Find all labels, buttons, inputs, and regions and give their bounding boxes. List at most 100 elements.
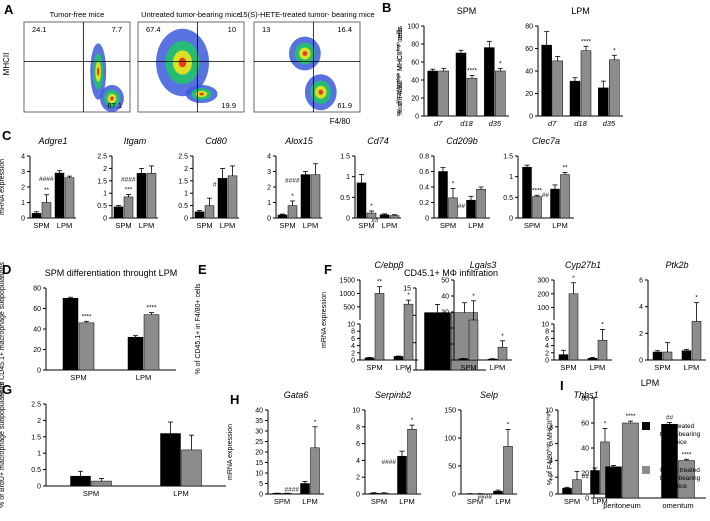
y-tick-label: 2.5 <box>178 154 188 161</box>
chart-title: Lgals3 <box>470 260 497 270</box>
chart-H4: 0 2 4 6 8 10 SPM LPM * ## Thbs1 <box>545 390 614 506</box>
y-tick-label: 0 <box>639 358 643 365</box>
bar <box>181 449 202 487</box>
y-tick-label: 2 <box>21 185 25 192</box>
chart-G: 0 0.5 1 1.5 2 2.5 SPM LPM % of BrdU+ macrophage … <box>0 382 226 508</box>
significance-mark: * <box>370 203 373 210</box>
bar <box>310 174 321 219</box>
significance-mark: * <box>601 321 604 328</box>
quadrant-value: 19.9 <box>221 101 236 110</box>
y-tick-label: 0 <box>452 492 456 499</box>
label-part: cells <box>397 25 404 40</box>
bar <box>379 492 389 495</box>
significance-mark: * <box>507 422 510 429</box>
bar <box>300 174 311 219</box>
y-tick-label: 0 <box>445 358 449 365</box>
bar <box>532 196 542 219</box>
significance-mark: * <box>452 181 455 188</box>
y-tick-label: 0.2 <box>419 200 429 207</box>
significance-mark: **** <box>532 187 543 194</box>
y-tick-label: 80 <box>33 286 41 293</box>
chart-title: Cd74 <box>367 136 389 146</box>
y-tick-label: 0 <box>509 216 513 223</box>
y-tick-label: 30 <box>255 429 263 436</box>
bar <box>587 357 598 361</box>
bar <box>493 490 503 495</box>
bar <box>487 358 498 361</box>
chart-title: Cd209b <box>446 136 478 146</box>
flow-x-label: F4/80 <box>330 117 351 126</box>
y-tick-label: 1.5 <box>97 178 107 185</box>
significance-mark: ** <box>44 187 50 194</box>
bar <box>598 87 609 117</box>
significance-mark: * <box>411 417 414 424</box>
bar <box>568 293 579 361</box>
panel-letter: E <box>198 262 207 277</box>
label-part: % of F4/80 <box>397 80 404 114</box>
y-tick-label: 0 <box>549 492 553 499</box>
y-tick-label: 6 <box>351 336 355 343</box>
x-tick-label: LPM <box>552 221 567 230</box>
label-part: high <box>546 411 552 421</box>
chart-H1: 0 5 10 15 20 25 30 35 40 SPM LPM * #### Gata6 mRNA exp… <box>227 390 324 506</box>
bar <box>560 174 570 219</box>
x-tick-label: SPM <box>524 221 540 230</box>
y-tick-label: 60 <box>525 46 533 53</box>
y-tick-label: 4 <box>545 343 549 350</box>
y-tick-label: 10 <box>545 408 553 415</box>
bar <box>143 314 160 371</box>
y-tick-label: 0.5 <box>340 195 350 202</box>
y-tick-label: 25 <box>255 439 263 446</box>
y-tick-label: 0.5 <box>31 467 41 474</box>
y-tick-label: 100 <box>407 24 419 31</box>
y-tick-label: 10 <box>352 408 360 415</box>
bar <box>468 319 479 361</box>
y-tick-label: 0.8 <box>419 154 429 161</box>
bar <box>287 205 298 219</box>
chart-title: SPM <box>457 6 477 16</box>
significance-mark: **** <box>625 413 636 420</box>
bar <box>54 172 65 219</box>
y-tick-label: 20 <box>255 450 263 457</box>
y-tick-label: 40 <box>411 78 419 85</box>
y-tick-label: 2 <box>356 475 360 482</box>
label-part: mRNA expression <box>0 159 6 215</box>
panel-letter: D <box>2 262 11 277</box>
x-tick-label: peritoneum <box>603 501 641 510</box>
y-tick-label: 50 <box>448 464 456 471</box>
y-tick-label: 15 <box>255 460 263 467</box>
y-tick-label: 0 <box>351 358 355 365</box>
y-tick-label: 35 <box>255 418 263 425</box>
chart-title: LPM <box>641 378 660 388</box>
bar <box>127 336 144 371</box>
x-tick-label: d7 <box>434 119 443 128</box>
quadrant-value: 24.1 <box>32 25 47 34</box>
bar <box>62 298 79 371</box>
significance-mark: ** <box>562 165 568 172</box>
y-tick-label: 0 <box>103 216 107 223</box>
y-tick-label: 0 <box>585 496 589 503</box>
y-tick-label: 6 <box>356 441 360 448</box>
y-tick-label: 2 <box>267 185 271 192</box>
cell-density <box>97 67 100 76</box>
y-tick-label: 0 <box>529 114 533 121</box>
bar <box>123 196 134 219</box>
bar <box>652 351 663 361</box>
y-tick-label: 100 <box>537 305 549 312</box>
y-tick-label: 1.5 <box>503 154 513 161</box>
flow-plot-title: Untreated tumor-bearing mice <box>141 10 241 19</box>
y-tick-label: 0 <box>37 484 41 491</box>
chart-title: CD45.1+ MΦ infiltration <box>404 268 498 278</box>
y-tick-label: 0 <box>415 114 419 121</box>
quadrant-value: 10 <box>228 25 236 34</box>
y-tick-label: 1 <box>103 191 107 198</box>
y-tick-label: 40 <box>33 327 41 334</box>
chart-C2: 0 0.5 1 1.5 2 2.5 SPM LPM *** #### Itgam <box>97 136 158 230</box>
significance-mark: **** <box>146 305 157 312</box>
significance-mark: * <box>572 275 575 282</box>
significance-mark: ## <box>542 192 550 199</box>
bar <box>78 322 95 371</box>
flow-y-label: MHCII <box>2 53 11 76</box>
